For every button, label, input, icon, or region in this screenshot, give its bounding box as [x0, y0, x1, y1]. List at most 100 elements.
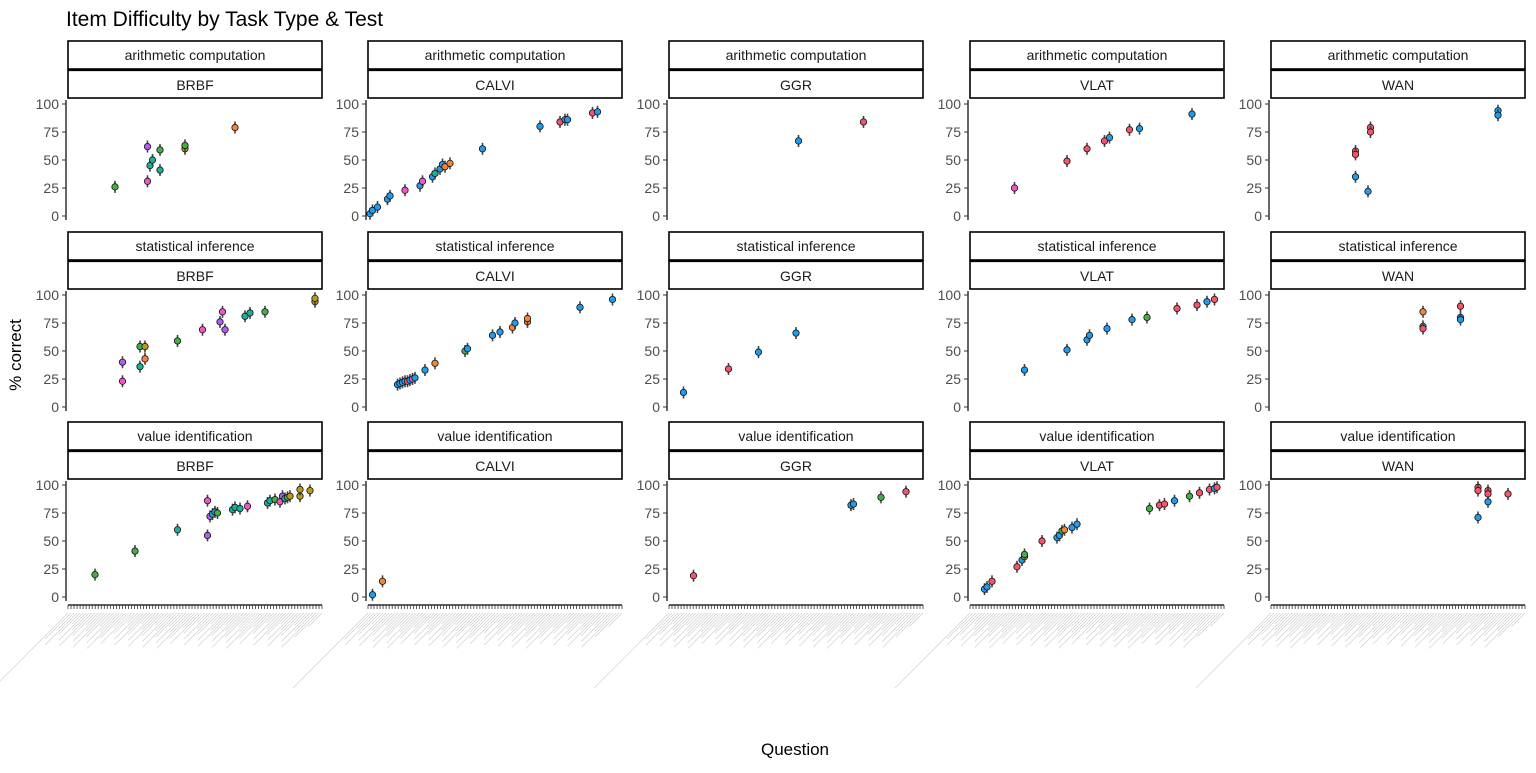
facet-strip-row-label: arithmetic computation [1027, 47, 1168, 63]
y-tick-label: 25 [644, 180, 660, 196]
facet-strip-row [1270, 40, 1526, 70]
data-point [1020, 550, 1029, 559]
data-point [221, 326, 229, 334]
y-tick-label: 75 [43, 505, 59, 521]
x-ticks [367, 605, 623, 609]
y-tick-label: 25 [343, 371, 359, 387]
y-tick-label: 100 [938, 477, 962, 493]
x-ticks [1270, 605, 1526, 609]
facet-strip-row-label: value identification [738, 428, 853, 444]
facet-strip-row [668, 231, 924, 261]
data-point [378, 577, 387, 585]
y-tick-label: 100 [1239, 477, 1263, 493]
data-point [1170, 497, 1179, 505]
facet-strip-row-label: statistical inference [736, 238, 855, 254]
facet-panel: value identification VLAT 0 25 50 75 100 [894, 421, 1225, 689]
y-tick-label: 50 [43, 343, 59, 359]
facet-strip-row-label: value identification [1039, 428, 1154, 444]
facet-strip-row-label: value identification [137, 428, 252, 444]
data-point [148, 156, 157, 164]
data-point [386, 192, 394, 200]
data-point [859, 118, 868, 126]
y-tick-label: 25 [43, 561, 59, 577]
data-point [218, 308, 227, 316]
data-point [156, 166, 164, 174]
data-point [679, 388, 688, 397]
facet-strip-row-label: statistical inference [1338, 238, 1457, 254]
y-tick-label: 100 [637, 287, 661, 303]
y-tick-label: 25 [43, 371, 59, 387]
y-tick-label: 25 [343, 561, 359, 577]
y-tick-label: 25 [644, 371, 660, 387]
facet-panel: statistical inference WAN 0 25 50 75 100 [1239, 231, 1526, 415]
facet-panel: arithmetic computation VLAT 0 25 50 75 100 [938, 40, 1225, 224]
data-point [91, 570, 99, 579]
y-tick-label: 75 [644, 505, 660, 521]
y-tick-label: 100 [36, 96, 60, 112]
data-point [311, 294, 319, 302]
facet-panel: statistical inference VLAT 0 25 50 75 100 [938, 231, 1225, 415]
data-point [488, 331, 497, 339]
facet-strip-row [67, 421, 323, 451]
y-tick-label: 75 [343, 315, 359, 331]
x-ticks [668, 605, 924, 609]
facet-strip-col-label: WAN [1382, 268, 1414, 284]
data-point [431, 359, 439, 367]
data-point [118, 358, 127, 366]
facet-strip-col-label: WAN [1382, 77, 1414, 93]
y-tick-label: 0 [652, 399, 660, 415]
facet-strip-row [367, 231, 623, 261]
data-point [216, 318, 224, 326]
data-point [988, 577, 996, 585]
data-point [1474, 486, 1482, 495]
y-tick-label: 25 [1246, 371, 1262, 387]
facet-strip-col-label: BRBF [176, 458, 213, 474]
data-point [1128, 316, 1136, 324]
data-point [181, 141, 189, 150]
y-tick-label: 50 [644, 152, 660, 168]
data-point [724, 365, 733, 373]
facet-strip-col-label: GGR [780, 268, 812, 284]
facet-strip-col-label: VLAT [1080, 458, 1114, 474]
data-point [478, 145, 487, 153]
data-point [373, 203, 382, 211]
y-tick-label: 25 [945, 371, 961, 387]
y-tick-label: 75 [644, 124, 660, 140]
y-tick-label: 50 [945, 533, 961, 549]
data-point [1038, 537, 1046, 545]
y-tick-label: 100 [637, 477, 661, 493]
y-tick-label: 0 [1254, 399, 1262, 415]
data-point [877, 493, 885, 501]
data-point [143, 142, 152, 151]
facet-strip-col-label: CALVI [475, 458, 514, 474]
data-point [1085, 331, 1094, 339]
data-point [1013, 563, 1021, 571]
data-point [236, 504, 244, 513]
data-point [141, 342, 149, 351]
data-point [1456, 302, 1465, 310]
data-point [203, 497, 212, 505]
data-point [1068, 523, 1076, 532]
x-axis-title: Question [761, 740, 829, 759]
data-point [794, 137, 803, 145]
y-tick-label: 100 [1239, 96, 1263, 112]
data-point [1188, 110, 1196, 118]
facets-layer: arithmetic computation BRBF 0 25 50 75 100 arit… [0, 40, 1526, 689]
y-tick-label: 50 [945, 152, 961, 168]
data-point [296, 485, 304, 494]
x-tick-labels-dense [593, 612, 924, 689]
data-point [1203, 298, 1211, 306]
data-point [198, 326, 207, 334]
facet-strip-row [668, 421, 924, 451]
data-point [1366, 128, 1375, 136]
y-tick-label: 50 [644, 533, 660, 549]
facet-strip-row-label: arithmetic computation [726, 47, 867, 63]
x-tick-labels-dense [0, 612, 323, 682]
data-point [1351, 173, 1360, 181]
y-tick-label: 50 [1246, 343, 1262, 359]
data-point [368, 591, 377, 599]
data-point [401, 186, 409, 194]
facet-strip-col [67, 69, 323, 99]
